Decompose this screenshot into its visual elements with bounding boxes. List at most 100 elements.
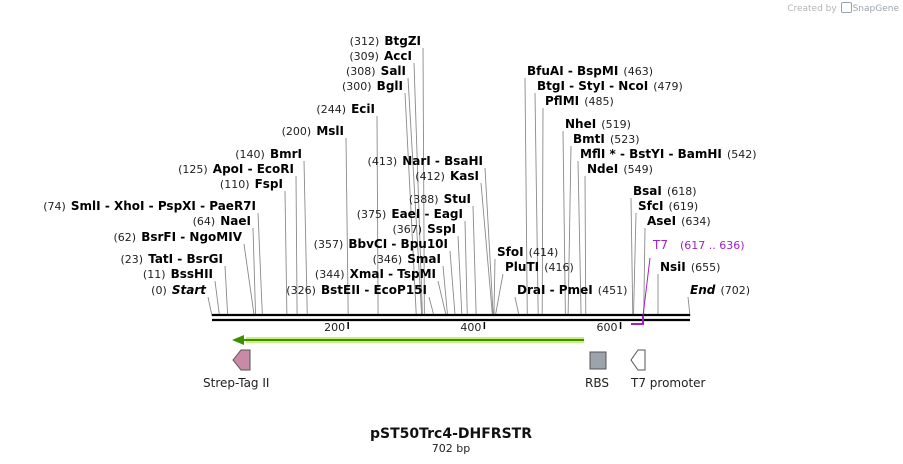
site-label[interactable]: (357) BbvCI - Bpu10I <box>314 233 448 252</box>
site-line <box>252 227 257 317</box>
site-label[interactable]: AseI (634) <box>647 210 711 229</box>
site-dash: - <box>564 64 577 78</box>
site-label-text: BmtI (523) <box>573 128 640 147</box>
site-label[interactable]: (62) BsrFI - NgoMIV <box>114 226 243 245</box>
site-line <box>376 115 379 317</box>
site-label-text: (344) XmaI - TspMI <box>315 263 436 282</box>
credit-brand: SnapGene <box>852 4 899 14</box>
enzyme-name: NsiI <box>660 260 686 274</box>
site-label[interactable]: (326) BstEII - EcoP15I <box>286 279 427 298</box>
site-position: (64) <box>193 215 216 228</box>
site-label[interactable]: (300) BglI <box>342 75 403 94</box>
site-label[interactable]: NheI (519) <box>565 113 631 132</box>
site-label[interactable]: (367) SspI <box>392 218 456 237</box>
site-label[interactable]: BtgI - StyI - NcoI (479) <box>537 75 683 94</box>
site-position: (519) <box>601 118 631 131</box>
site-label[interactable]: MflI * - BstYI - BamHI (542) <box>580 143 757 162</box>
enzyme-name: BtgZI <box>384 34 421 48</box>
site-label[interactable]: BsaI (618) <box>633 180 697 199</box>
site-label[interactable]: (412) KasI <box>415 165 479 184</box>
feature-strep-tag[interactable]: Strep-Tag II <box>203 349 269 390</box>
site-line <box>442 265 449 317</box>
site-label[interactable]: PflMI (485) <box>545 90 614 109</box>
site-label[interactable]: NdeI (549) <box>587 158 653 177</box>
site-label[interactable]: (344) XmaI - TspMI <box>315 263 436 282</box>
site-position: (11) <box>143 268 166 281</box>
enzyme-name: NaeI <box>220 214 251 228</box>
site-label[interactable]: (308) SalI <box>346 60 406 79</box>
site-label[interactable]: (413) NarI - BsaHI <box>368 150 483 169</box>
enzyme-name: BsrGI <box>186 252 223 266</box>
site-position: (634) <box>681 215 711 228</box>
site-label[interactable]: (11) BssHII <box>143 263 213 282</box>
site-label[interactable]: (200) MslI <box>282 120 344 139</box>
site-dash: - <box>360 283 373 297</box>
site-label[interactable]: (0) Start <box>151 279 207 298</box>
site-label[interactable]: End (702) <box>690 279 750 298</box>
feature-t7-promoter[interactable]: T7 promoter <box>630 349 706 390</box>
site-label[interactable]: (110) FspI <box>220 173 283 192</box>
site-line <box>562 130 566 317</box>
site-position: (346) <box>373 253 403 266</box>
enzyme-name: StuI <box>444 192 471 206</box>
site-label[interactable]: (312) BtgZI <box>350 30 421 49</box>
enzyme-name: BmrI <box>270 147 302 161</box>
t7-promoter-icon <box>630 349 646 371</box>
site-label[interactable]: DraI - PmeI (451) <box>517 279 627 298</box>
site-position: (549) <box>623 163 653 176</box>
site-label[interactable]: BfuAI - BspMI (463) <box>527 60 653 79</box>
primer-t7[interactable]: T7 (617 .. 636) <box>631 238 745 325</box>
enzyme-name: PaeR7I <box>209 199 256 213</box>
site-label-text: (367) SspI <box>392 218 456 237</box>
site-label[interactable]: (74) SmlI - XhoI - PspXI - PaeR7I <box>43 195 256 214</box>
site-label[interactable]: (23) TatI - BsrGI <box>121 248 224 267</box>
primer-t7-range: (617 .. 636) <box>680 239 745 252</box>
site-label-text: (357) BbvCI - Bpu10I <box>314 233 448 252</box>
snapgene-logo-icon <box>840 2 852 13</box>
site-label[interactable]: (346) SmaI <box>373 248 441 267</box>
site-position: (655) <box>691 261 721 274</box>
enzyme-name: Start <box>172 283 207 297</box>
site-label[interactable]: SfoI (414) <box>497 241 558 260</box>
site-dash: - <box>545 283 558 297</box>
site-label[interactable]: (140) BmrI <box>235 143 302 162</box>
site-dash: - <box>101 199 114 213</box>
orf-arrow[interactable] <box>232 335 584 345</box>
site-label[interactable]: NsiI (655) <box>660 256 720 275</box>
site-label[interactable]: (244) EciI <box>316 98 375 117</box>
site-position: (110) <box>220 178 250 191</box>
enzyme-name: BspMI <box>577 64 618 78</box>
site-line <box>284 190 288 317</box>
site-dash: - <box>243 162 256 176</box>
site-line <box>243 243 255 317</box>
site-label[interactable]: PluTI (416) <box>505 256 574 275</box>
site-label[interactable]: (125) ApoI - EcoRI <box>178 158 294 177</box>
enzyme-name: PluTI <box>505 260 539 274</box>
orf-arrowhead-icon <box>232 335 244 345</box>
site-label[interactable]: (375) EaeI - EagI <box>357 203 463 222</box>
enzyme-name: TspMI <box>397 267 436 281</box>
enzyme-name: StyI <box>578 79 605 93</box>
enzyme-name: NdeI <box>587 162 618 176</box>
site-label-text: PflMI (485) <box>545 90 614 109</box>
site-label[interactable]: BmtI (523) <box>573 128 640 147</box>
site-label[interactable]: SfcI (619) <box>638 195 698 214</box>
site-label-text: (388) StuI <box>409 188 471 207</box>
site-label[interactable]: (309) AccI <box>349 45 412 64</box>
feature-rbs[interactable]: RBS <box>585 351 609 390</box>
site-dash: - <box>616 147 629 161</box>
site-position: (414) <box>529 246 559 259</box>
enzyme-name: SalI <box>381 64 406 78</box>
site-label[interactable]: (388) StuI <box>409 188 471 207</box>
site-line <box>437 280 447 317</box>
site-position: (416) <box>544 261 574 274</box>
site-line <box>633 212 637 317</box>
site-position: (463) <box>623 65 653 78</box>
enzyme-name: BstEII <box>321 283 360 297</box>
enzyme-name: KasI <box>450 169 479 183</box>
enzyme-name: NgoMIV <box>189 230 242 244</box>
site-label[interactable]: (64) NaeI <box>193 210 251 229</box>
credit-prefix: Created by <box>787 4 837 14</box>
enzyme-name: DraI <box>517 283 545 297</box>
site-label-text: (62) BsrFI - NgoMIV <box>114 226 243 245</box>
